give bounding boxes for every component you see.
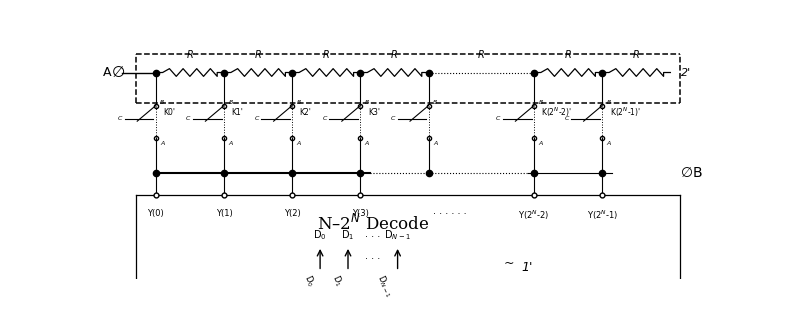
Text: C: C xyxy=(322,116,327,121)
Text: N–2$^N$ Decode: N–2$^N$ Decode xyxy=(317,214,429,234)
Text: C: C xyxy=(564,116,569,121)
Text: C: C xyxy=(118,116,122,121)
Text: R: R xyxy=(391,50,398,60)
Text: B: B xyxy=(160,100,164,105)
Text: Y(0): Y(0) xyxy=(147,209,164,218)
Text: Y(1): Y(1) xyxy=(216,209,232,218)
Text: Y(2$^N$-2): Y(2$^N$-2) xyxy=(518,209,550,222)
Text: D$_0$: D$_0$ xyxy=(314,228,327,242)
Text: R: R xyxy=(323,50,330,60)
Text: B: B xyxy=(433,100,437,105)
Text: A: A xyxy=(228,141,233,146)
Text: B: B xyxy=(538,100,542,105)
Text: 1': 1' xyxy=(522,261,533,274)
Text: · · ·: · · · xyxy=(365,254,381,264)
Text: A: A xyxy=(606,141,610,146)
Text: C: C xyxy=(496,116,501,121)
Text: D$_1$: D$_1$ xyxy=(330,273,346,288)
Text: A: A xyxy=(102,66,111,79)
Text: K0': K0' xyxy=(163,108,175,117)
Text: A: A xyxy=(297,141,301,146)
Text: A: A xyxy=(538,141,542,146)
Text: $\varnothing$B: $\varnothing$B xyxy=(680,166,702,180)
Text: A: A xyxy=(433,141,437,146)
Text: C: C xyxy=(390,116,395,121)
Text: C: C xyxy=(186,116,190,121)
Text: K1': K1' xyxy=(231,108,243,117)
Text: R: R xyxy=(478,50,485,60)
Text: D$_{N-1}$: D$_{N-1}$ xyxy=(374,273,395,299)
Text: A: A xyxy=(160,141,164,146)
Text: R: R xyxy=(254,50,262,60)
Text: B: B xyxy=(297,100,301,105)
Text: Y(2): Y(2) xyxy=(284,209,301,218)
Text: B: B xyxy=(365,100,369,105)
Text: Y(2$^N$-1): Y(2$^N$-1) xyxy=(586,209,618,222)
Text: R: R xyxy=(565,50,571,60)
Text: B: B xyxy=(228,100,233,105)
Text: $\varnothing$: $\varnothing$ xyxy=(111,65,126,80)
Text: · · · · · ·: · · · · · · xyxy=(434,209,467,219)
Text: C: C xyxy=(254,116,258,121)
Text: R: R xyxy=(186,50,194,60)
Text: · · ·: · · · xyxy=(365,232,381,242)
Text: R: R xyxy=(633,50,640,60)
Text: D$_0$: D$_0$ xyxy=(302,273,318,289)
Text: Y(3): Y(3) xyxy=(352,209,369,218)
Text: 2': 2' xyxy=(681,68,691,78)
Text: K(2$^N$-1)': K(2$^N$-1)' xyxy=(610,106,641,120)
Text: K(2$^N$-2)': K(2$^N$-2)' xyxy=(542,106,573,120)
Text: K2': K2' xyxy=(300,108,311,117)
Text: ~: ~ xyxy=(504,256,514,269)
Text: K3': K3' xyxy=(368,108,380,117)
Text: B: B xyxy=(606,100,610,105)
Text: D$_{N-1}$: D$_{N-1}$ xyxy=(384,228,411,242)
Text: A: A xyxy=(365,141,369,146)
Text: D$_1$: D$_1$ xyxy=(342,228,354,242)
